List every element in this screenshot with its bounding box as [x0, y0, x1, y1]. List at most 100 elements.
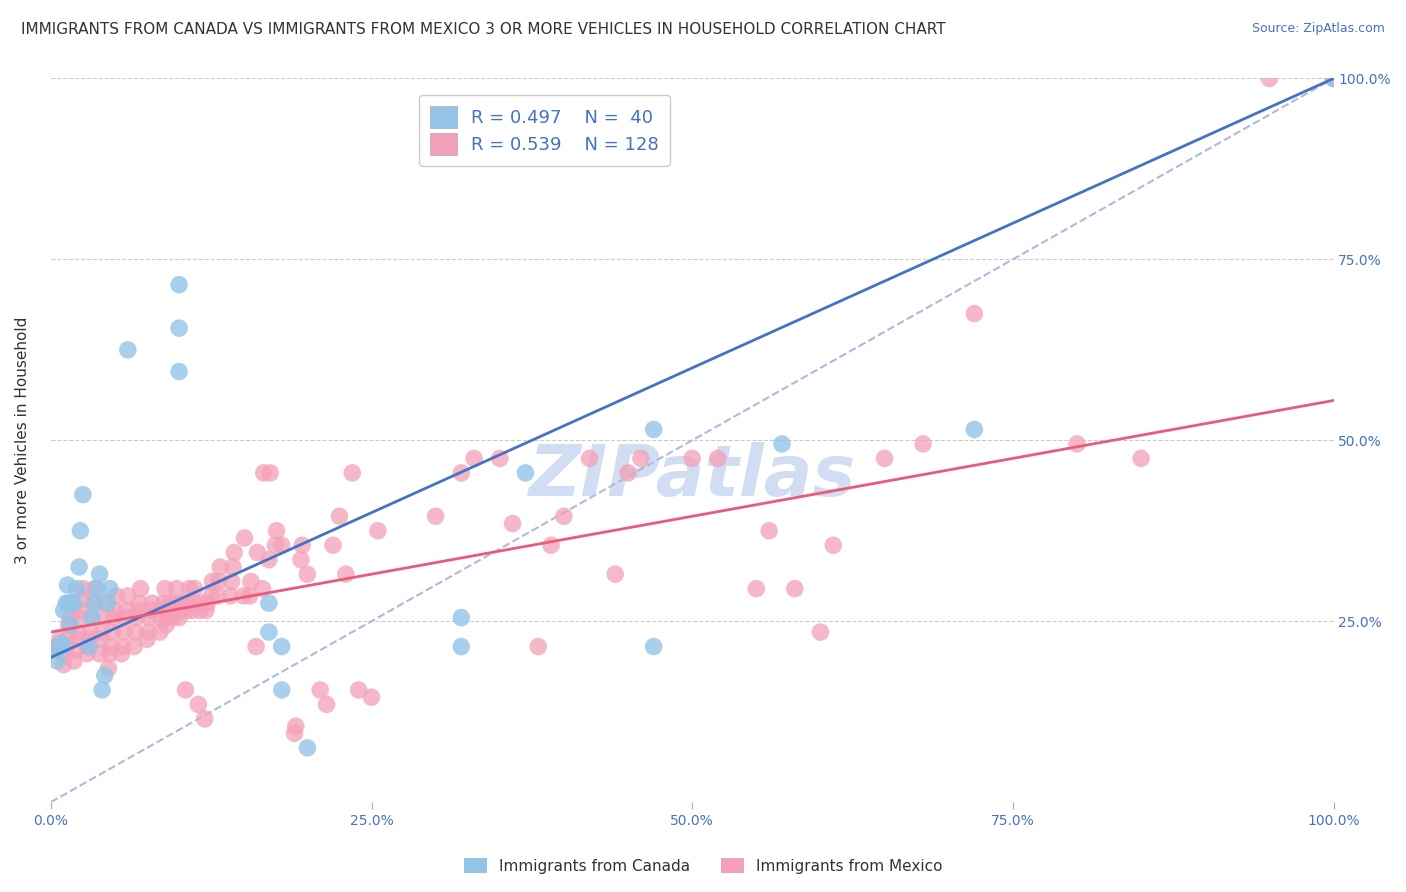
Point [141, 596, 163, 610]
Point [101, 625, 124, 640]
Point [56, 578, 79, 592]
Point [1258, 71, 1281, 86]
Point [49, 632, 72, 647]
Point [1322, 71, 1344, 86]
Point [69, 524, 91, 538]
Point [83, 582, 105, 596]
Point [290, 552, 312, 566]
Point [873, 451, 896, 466]
Point [630, 451, 652, 466]
Point [188, 603, 211, 617]
Point [46, 654, 69, 668]
Point [125, 610, 148, 624]
Point [315, 698, 337, 712]
Point [347, 683, 370, 698]
Point [127, 603, 149, 617]
Point [93, 610, 115, 624]
Point [53, 647, 76, 661]
Point [46, 640, 69, 654]
Point [605, 567, 627, 582]
Point [153, 582, 176, 596]
Point [195, 603, 218, 617]
Point [83, 596, 105, 610]
Point [488, 451, 510, 466]
Point [128, 596, 150, 610]
Point [745, 582, 768, 596]
Point [270, 538, 292, 552]
Point [283, 726, 305, 740]
Point [783, 582, 806, 596]
Point [55, 640, 77, 654]
Point [72, 487, 94, 501]
Point [98, 647, 121, 661]
Point [194, 712, 217, 726]
Point [117, 343, 139, 357]
Point [163, 603, 186, 617]
Point [209, 560, 232, 574]
Point [207, 589, 229, 603]
Point [77, 640, 100, 654]
Point [270, 683, 292, 698]
Point [79, 640, 101, 654]
Point [219, 589, 242, 603]
Point [49, 636, 72, 650]
Point [86, 582, 108, 596]
Point [463, 451, 485, 466]
Point [284, 719, 307, 733]
Point [52, 657, 75, 672]
Point [1066, 437, 1088, 451]
Point [270, 640, 292, 654]
Point [58, 596, 80, 610]
Point [707, 451, 730, 466]
Point [110, 647, 132, 661]
Point [152, 596, 174, 610]
Point [65, 632, 87, 647]
Point [80, 610, 103, 624]
Point [245, 640, 267, 654]
Point [553, 509, 575, 524]
Point [367, 524, 389, 538]
Point [67, 610, 90, 624]
Point [122, 640, 145, 654]
Point [59, 610, 82, 624]
Point [200, 589, 222, 603]
Point [681, 451, 703, 466]
Point [69, 603, 91, 617]
Point [44, 643, 66, 657]
Text: ZIPatlas: ZIPatlas [529, 442, 856, 511]
Legend: R = 0.497    N =  40, R = 0.539    N = 128: R = 0.497 N = 40, R = 0.539 N = 128 [419, 95, 669, 166]
Point [167, 277, 190, 292]
Point [179, 582, 201, 596]
Point [136, 625, 159, 640]
Point [257, 596, 280, 610]
Point [246, 545, 269, 559]
Point [257, 625, 280, 640]
Point [150, 610, 173, 624]
Point [166, 582, 188, 596]
Point [643, 640, 665, 654]
Point [221, 574, 243, 589]
Point [59, 617, 82, 632]
Point [912, 437, 935, 451]
Point [297, 567, 319, 582]
Point [578, 451, 600, 466]
Point [167, 321, 190, 335]
Point [112, 625, 135, 640]
Point [1130, 451, 1153, 466]
Point [195, 596, 218, 610]
Point [232, 589, 254, 603]
Point [176, 603, 198, 617]
Point [89, 647, 111, 661]
Point [239, 589, 262, 603]
Point [117, 589, 139, 603]
Point [162, 610, 184, 624]
Point [63, 654, 86, 668]
Point [540, 538, 562, 552]
Point [208, 574, 231, 589]
Point [342, 466, 364, 480]
Point [252, 582, 274, 596]
Point [66, 625, 89, 640]
Point [810, 625, 832, 640]
Point [100, 640, 122, 654]
Point [174, 683, 197, 698]
